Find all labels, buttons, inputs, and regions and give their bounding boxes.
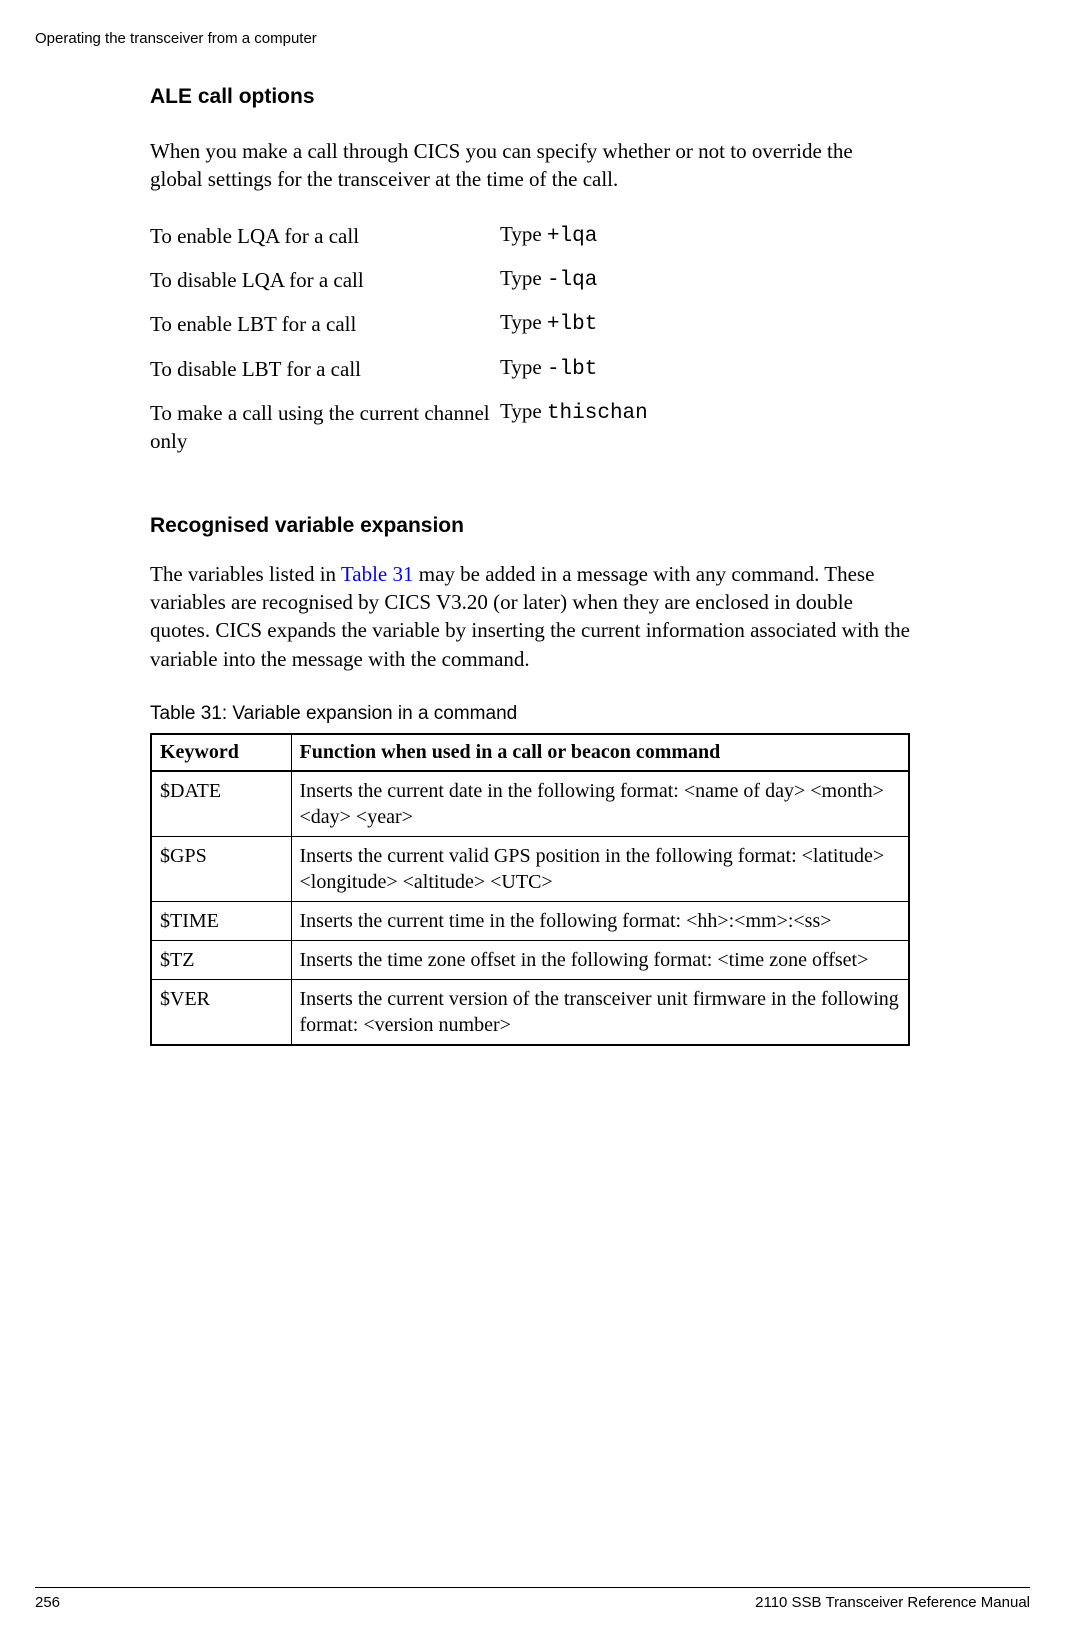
option-value: Type thischan [500, 399, 648, 456]
table-cell-function: Inserts the current date in the followin… [291, 771, 909, 837]
section-recognised-variable: Recognised variable expansion The variab… [150, 514, 910, 1046]
option-row: To make a call using the current channel… [150, 399, 910, 456]
variable-expansion-table: Keyword Function when used in a call or … [150, 733, 910, 1046]
option-row: To disable LBT for a call Type -lbt [150, 355, 910, 383]
variable-paragraph: The variables listed in Table 31 may be … [150, 560, 910, 673]
table-cell-keyword: $GPS [151, 837, 291, 902]
doc-title: 2110 SSB Transceiver Reference Manual [755, 1594, 1030, 1611]
code-text: +lbt [547, 313, 597, 336]
intro-paragraph: When you make a call through CICS you ca… [150, 137, 910, 194]
code-text: thischan [547, 402, 648, 425]
table-header-function: Function when used in a call or beacon c… [291, 734, 909, 771]
table-row: $GPS Inserts the current valid GPS posit… [151, 837, 909, 902]
page-header: Operating the transceiver from a compute… [35, 30, 317, 47]
option-label: To enable LBT for a call [150, 310, 500, 338]
section-heading-variable: Recognised variable expansion [150, 514, 910, 538]
type-prefix: Type [500, 310, 547, 334]
table-link[interactable]: Table 31 [341, 562, 414, 586]
option-value: Type +lbt [500, 310, 597, 338]
table-caption: Table 31: Variable expansion in a comman… [150, 703, 910, 725]
type-prefix: Type [500, 399, 547, 423]
section-heading-ale: ALE call options [150, 85, 910, 109]
table-row: $DATE Inserts the current date in the fo… [151, 771, 909, 837]
table-cell-function: Inserts the current version of the trans… [291, 980, 909, 1046]
code-text: +lqa [547, 225, 597, 248]
type-prefix: Type [500, 355, 547, 379]
type-prefix: Type [500, 266, 547, 290]
option-label: To disable LBT for a call [150, 355, 500, 383]
table-row: $TZ Inserts the time zone offset in the … [151, 941, 909, 980]
option-label: To enable LQA for a call [150, 222, 500, 250]
option-value: Type +lqa [500, 222, 597, 250]
option-label: To disable LQA for a call [150, 266, 500, 294]
table-cell-keyword: $DATE [151, 771, 291, 837]
option-row: To enable LBT for a call Type +lbt [150, 310, 910, 338]
option-row: To enable LQA for a call Type +lqa [150, 222, 910, 250]
table-row: $VER Inserts the current version of the … [151, 980, 909, 1046]
option-label: To make a call using the current channel… [150, 399, 500, 456]
table-cell-function: Inserts the time zone offset in the foll… [291, 941, 909, 980]
type-prefix: Type [500, 222, 547, 246]
table-cell-function: Inserts the current time in the followin… [291, 902, 909, 941]
table-cell-function: Inserts the current valid GPS position i… [291, 837, 909, 902]
page-footer: 256 2110 SSB Transceiver Reference Manua… [35, 1587, 1030, 1611]
table-cell-keyword: $TZ [151, 941, 291, 980]
code-text: -lqa [547, 269, 597, 292]
option-value: Type -lqa [500, 266, 597, 294]
table-header-row: Keyword Function when used in a call or … [151, 734, 909, 771]
option-row: To disable LQA for a call Type -lqa [150, 266, 910, 294]
table-header-keyword: Keyword [151, 734, 291, 771]
code-text: -lbt [547, 358, 597, 381]
para-text-before: The variables listed in [150, 562, 341, 586]
table-row: $TIME Inserts the current time in the fo… [151, 902, 909, 941]
option-value: Type -lbt [500, 355, 597, 383]
main-content: ALE call options When you make a call th… [150, 85, 910, 1046]
page-number: 256 [35, 1594, 60, 1611]
table-cell-keyword: $VER [151, 980, 291, 1046]
table-cell-keyword: $TIME [151, 902, 291, 941]
